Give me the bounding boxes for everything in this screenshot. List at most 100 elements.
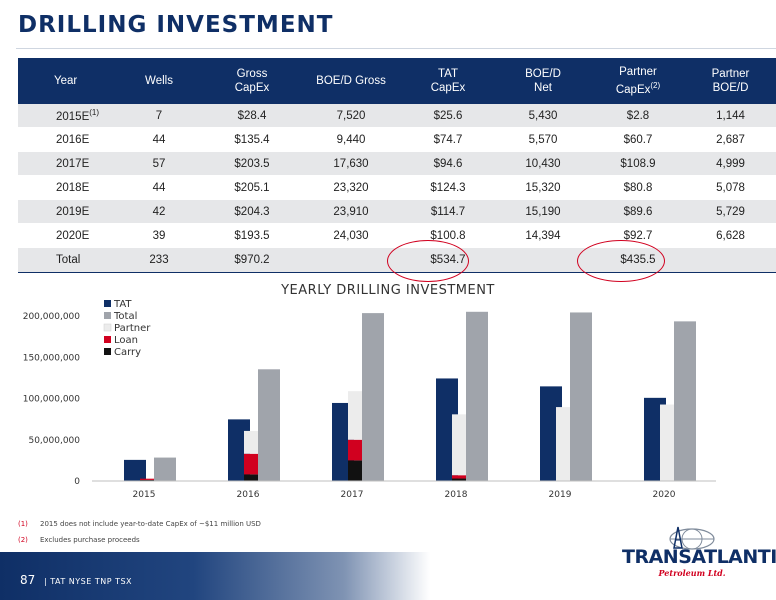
total-bar <box>674 321 696 481</box>
total-label-cell: Total <box>18 247 115 273</box>
boed-net-cell: 5,430 <box>495 104 591 128</box>
table-row: 2015E(1) 7 $28.4 7,520 $25.6 5,430 $2.8 1,144 <box>18 104 776 128</box>
wells-cell: 57 <box>115 151 203 176</box>
year-cell: 2017E <box>18 151 115 176</box>
boed-gross-cell: 23,320 <box>301 175 401 200</box>
table-row: 2016E 44 $135.4 9,440 $74.7 5,570 $60.7 2,687 <box>18 127 776 152</box>
year-footnote-ref: (1) <box>89 108 100 118</box>
column-header-line2: CapEx <box>234 82 270 94</box>
chart-title: YEARLY DRILLING INVESTMENT <box>281 283 495 298</box>
legend-label-loan: Loan <box>114 335 138 346</box>
x-tick-label: 2019 <box>549 490 572 500</box>
partner-capex-cell: $92.7 <box>591 223 685 248</box>
column-header-3: BOE/D Gross <box>301 58 401 104</box>
loan-bar <box>452 475 474 479</box>
boed-net-cell: 5,570 <box>495 127 591 152</box>
column-header-line2: Net <box>534 82 552 94</box>
partner-capex-cell: $2.8 <box>591 104 685 128</box>
title-divider <box>16 48 776 49</box>
yearly-drilling-chart: 0 50,000,000 100,000,000 150,000,000 200,000… <box>23 299 716 500</box>
x-tick-label: 2017 <box>341 490 364 500</box>
legend-label-partner: Partner <box>114 323 151 334</box>
y-tick-label: 50,000,000 <box>28 436 80 446</box>
legend-label-tat: TAT <box>113 299 132 310</box>
boed-net-cell: 15,320 <box>495 175 591 200</box>
y-tick-label: 100,000,000 <box>23 395 81 405</box>
partner-boed-cell: 6,628 <box>685 223 776 248</box>
legend-swatch-tat <box>104 300 111 307</box>
wells-cell: 44 <box>115 175 203 200</box>
partner-boed-cell: 5,729 <box>685 199 776 224</box>
boed-gross-cell: 23,910 <box>301 199 401 224</box>
carry-bar <box>452 478 474 481</box>
column-header-line2: CapEx <box>615 83 651 96</box>
year-cell: 2016E <box>18 127 115 152</box>
transatlantic-logo: TRANSATLANTIC Petroleum Ltd. <box>622 524 776 586</box>
tat-capex-cell: $94.6 <box>401 151 495 176</box>
total-boed-gross-cell <box>301 247 401 273</box>
year-cell: 2020E <box>18 223 115 248</box>
legend-swatch-carry <box>104 348 111 355</box>
column-header-line2: CapEx <box>430 82 466 94</box>
tat-bar <box>124 459 146 481</box>
partner-boed-cell: 1,144 <box>685 104 776 128</box>
boed-net-cell: 14,394 <box>495 223 591 248</box>
y-tick-label: 150,000,000 <box>23 353 81 363</box>
footnote-1: (1) 2015 does not include year-to-date Ca… <box>18 520 261 528</box>
partner-capex-cell: $108.9 <box>591 151 685 176</box>
column-header-line1: Gross <box>236 68 268 80</box>
table-row: 2017E 57 $203.5 17,630 $94.6 10,430 $108.9 4,99… <box>18 151 776 176</box>
total-wells-cell: 233 <box>115 247 203 273</box>
total-gross-capex-cell: $970.2 <box>203 247 301 273</box>
column-header-line1: Partner <box>711 68 750 80</box>
footnote-2-text: Excludes purchase proceeds <box>40 536 140 544</box>
total-partner-capex-cell: $435.5 <box>591 247 685 273</box>
boed-gross-cell: 24,030 <box>301 223 401 248</box>
column-header-5: BOE/D Net <box>495 58 591 104</box>
partner-boed-cell: 5,078 <box>685 175 776 200</box>
total-bar <box>466 311 488 481</box>
wells-cell: 44 <box>115 127 203 152</box>
legend-swatch-total <box>104 312 111 319</box>
total-bar <box>258 369 280 481</box>
footnote-1-number: (1) <box>18 520 28 528</box>
y-tick-label: 200,000,000 <box>23 312 81 322</box>
globe-derrick-icon <box>669 526 715 550</box>
x-tick-label: 2018 <box>445 490 468 500</box>
drilling-investment-table: Year Wells Gross CapEx BOE/D Gross TAT CapEx BO… <box>18 58 776 273</box>
table-row: 2020E 39 $193.5 24,030 $100.8 14,394 $92.7 6,62… <box>18 223 776 248</box>
total-bar <box>362 313 384 481</box>
column-header-1: Wells <box>115 58 203 104</box>
gross-capex-cell: $205.1 <box>203 175 301 200</box>
column-header-7: Partner BOE/D <box>685 58 776 104</box>
tat-capex-cell: $100.8 <box>401 223 495 248</box>
column-header-line1: BOE/D Gross <box>316 75 386 87</box>
total-boed-net-cell <box>495 247 591 273</box>
total-row: Total 233 $970.2 $534.7 $435.5 <box>18 247 776 273</box>
tat-capex-cell: $74.7 <box>401 127 495 152</box>
column-header-2: Gross CapEx <box>203 58 301 104</box>
boed-gross-cell: 17,630 <box>301 151 401 176</box>
total-partner-boed-cell <box>685 247 776 273</box>
boed-gross-cell: 9,440 <box>301 127 401 152</box>
total-bar <box>570 312 592 481</box>
carry-bar <box>244 474 266 481</box>
boed-net-cell: 10,430 <box>495 151 591 176</box>
tat-capex-cell: $114.7 <box>401 199 495 224</box>
legend-label-carry: Carry <box>114 347 141 358</box>
tat-capex-cell: $124.3 <box>401 175 495 200</box>
footnote-2: (2) Excludes purchase proceeds <box>18 536 140 544</box>
partner-capex-cell: $60.7 <box>591 127 685 152</box>
x-tick-label: 2016 <box>237 490 260 500</box>
year-cell: 2018E <box>18 175 115 200</box>
legend-swatch-loan <box>104 336 111 343</box>
partner-capex-cell: $89.6 <box>591 199 685 224</box>
x-tick-label: 2020 <box>653 490 676 500</box>
loan-bar <box>140 478 162 480</box>
footer-bar: 87 | TAT NYSE TNP TSX <box>0 552 430 600</box>
y-tick-label: 0 <box>74 477 80 487</box>
column-header-line1: TAT <box>437 68 458 80</box>
column-header-line1: Wells <box>145 75 173 87</box>
footnote-2-number: (2) <box>18 536 28 544</box>
gross-capex-cell: $28.4 <box>203 104 301 128</box>
